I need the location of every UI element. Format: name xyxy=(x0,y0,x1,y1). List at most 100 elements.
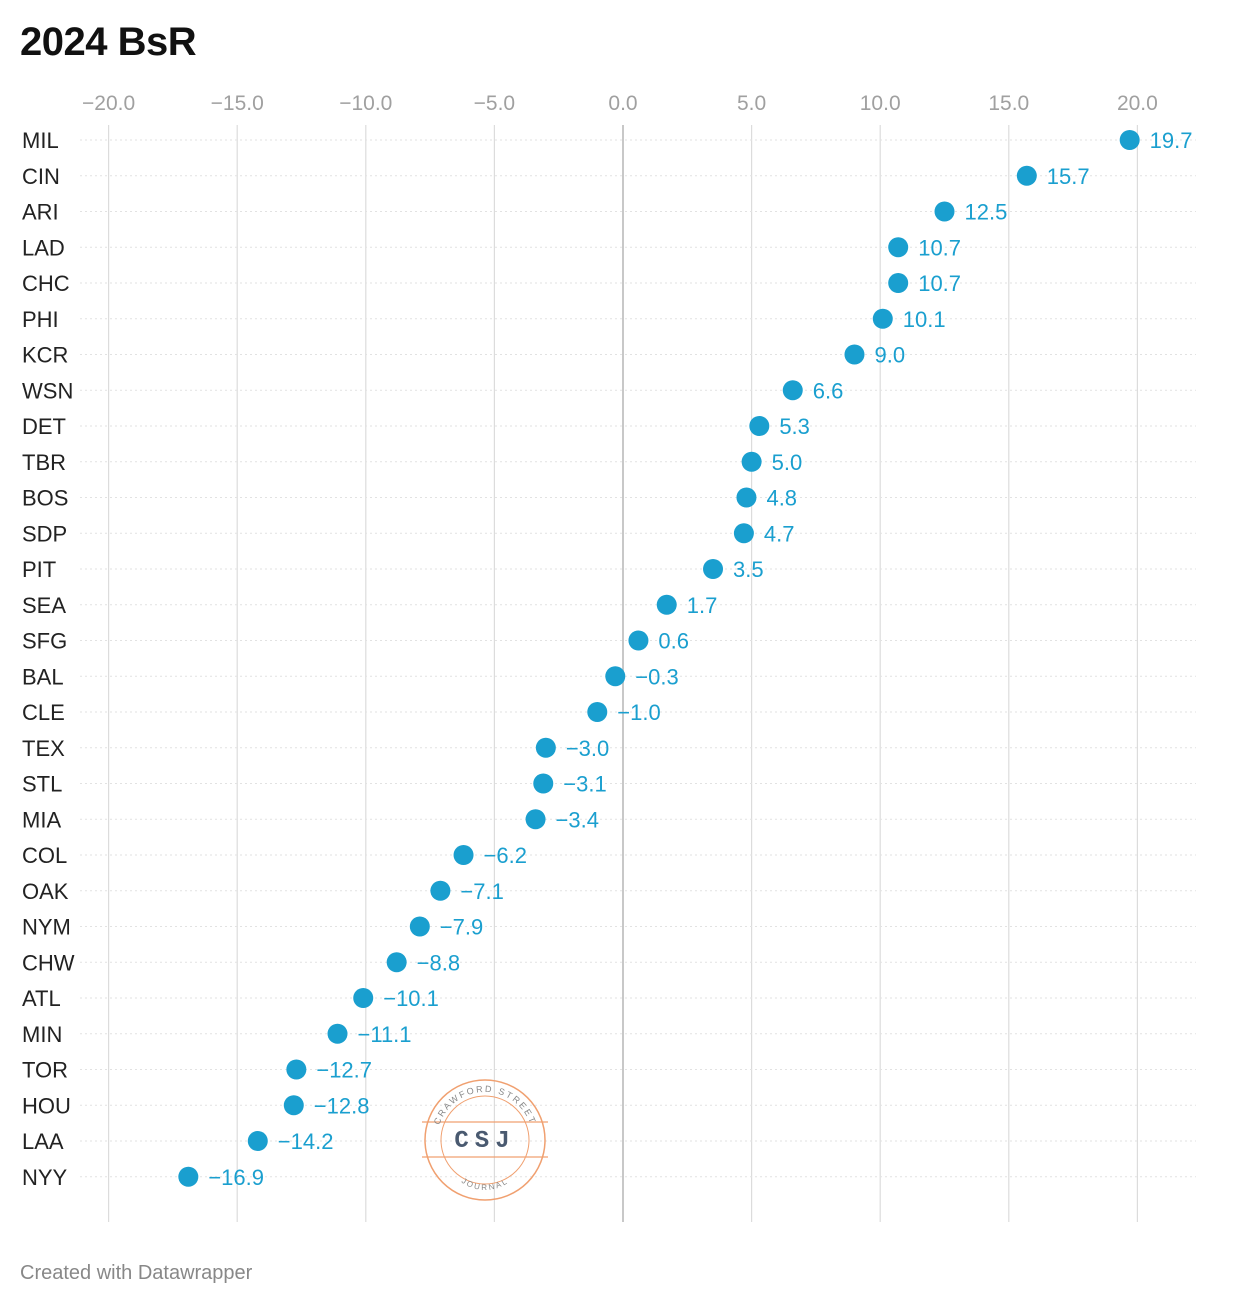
team-label: TOR xyxy=(22,1058,68,1083)
data-label: 5.3 xyxy=(779,414,810,439)
team-label: HOU xyxy=(22,1093,71,1118)
watermark-monogram: CSJ xyxy=(454,1128,515,1155)
row-lines xyxy=(80,139,1196,1178)
data-point xyxy=(888,237,909,258)
data-label: −12.7 xyxy=(316,1058,372,1083)
data-label: −7.9 xyxy=(440,915,483,940)
watermark-arc-bottom: JOURNAL xyxy=(460,1176,510,1192)
data-point xyxy=(386,952,407,973)
team-label: STL xyxy=(22,772,62,797)
data-label: −0.3 xyxy=(635,664,678,689)
data-label: 1.7 xyxy=(687,593,718,618)
data-label: −10.1 xyxy=(383,986,439,1011)
team-label: PIT xyxy=(22,557,56,582)
data-point xyxy=(736,487,757,508)
data-label: −3.1 xyxy=(563,772,606,797)
watermark-inner-ring xyxy=(440,1095,530,1185)
data-label: 4.8 xyxy=(766,486,797,511)
data-label: 5.0 xyxy=(772,450,803,475)
data-point xyxy=(605,666,626,687)
data-point xyxy=(1119,130,1140,150)
data-point xyxy=(844,344,865,365)
data-label: 12.5 xyxy=(965,200,1008,225)
data-label: −12.8 xyxy=(314,1093,370,1118)
team-label: COL xyxy=(22,843,67,868)
value-labels: 19.715.712.510.710.710.19.06.65.35.04.84… xyxy=(208,128,1192,1190)
data-point xyxy=(525,809,546,830)
x-tick-label: 15.0 xyxy=(988,92,1029,115)
data-label: 10.1 xyxy=(903,307,946,332)
data-point xyxy=(888,273,909,293)
team-label: MIL xyxy=(22,128,59,153)
data-point xyxy=(782,380,803,401)
team-label: SDP xyxy=(22,521,67,546)
team-label: PHI xyxy=(22,307,59,332)
data-label: −1.0 xyxy=(617,700,660,725)
data-point xyxy=(327,1023,348,1044)
data-label: −16.9 xyxy=(208,1165,264,1190)
team-label: TBR xyxy=(22,450,66,475)
grid-lines xyxy=(107,125,1139,1222)
watermark-arc-top: CRAWFORD STREET xyxy=(432,1084,538,1126)
data-point xyxy=(733,523,754,544)
team-label: SEA xyxy=(22,593,66,618)
data-label: −8.8 xyxy=(417,950,460,975)
team-label: BAL xyxy=(22,664,64,689)
data-point xyxy=(656,594,677,615)
team-label: LAA xyxy=(22,1129,64,1154)
data-label: 10.7 xyxy=(918,235,961,260)
team-label: LAD xyxy=(22,235,65,260)
data-point xyxy=(628,630,649,651)
team-label: ARI xyxy=(22,200,59,225)
team-label: OAK xyxy=(22,879,69,904)
data-label: 0.6 xyxy=(658,629,689,654)
data-point xyxy=(283,1095,304,1116)
chart-title: 2024 BsR xyxy=(20,20,197,64)
data-point xyxy=(353,988,374,1008)
csj-watermark-logo: CRAWFORD STREET CSJ JOURNAL xyxy=(422,1079,548,1201)
x-tick-label: −20.0 xyxy=(82,92,135,115)
data-label: 3.5 xyxy=(733,557,764,582)
team-label: DET xyxy=(22,414,66,439)
data-point xyxy=(409,916,430,937)
data-label: −6.2 xyxy=(484,843,527,868)
data-label: 6.6 xyxy=(813,378,844,403)
data-point xyxy=(741,451,762,472)
data-points xyxy=(178,130,1140,1187)
team-labels: MIL CIN ARI LAD CHC PHI KCR WSN DET TBR BOS SDP PIT S… xyxy=(22,128,75,1190)
data-point xyxy=(872,308,893,329)
data-point xyxy=(430,880,451,901)
data-point xyxy=(453,845,474,865)
data-point xyxy=(703,559,724,579)
data-point xyxy=(178,1166,199,1187)
data-label: 19.7 xyxy=(1150,128,1193,153)
x-tick-label: −15.0 xyxy=(211,92,264,115)
data-point xyxy=(247,1131,268,1151)
watermark-outer-ring xyxy=(424,1079,546,1201)
data-label: 9.0 xyxy=(874,343,905,368)
data-label: 4.7 xyxy=(764,521,795,546)
data-label: −7.1 xyxy=(460,879,503,904)
team-label: CLE xyxy=(22,700,65,725)
x-tick-label: 0.0 xyxy=(608,92,637,115)
data-label: −14.2 xyxy=(278,1129,334,1154)
team-label: MIN xyxy=(22,1022,62,1047)
team-label: TEX xyxy=(22,736,65,761)
team-label: CIN xyxy=(22,164,60,189)
x-tick-label: −10.0 xyxy=(339,92,392,115)
data-point xyxy=(1016,165,1037,186)
team-label: WSN xyxy=(22,378,73,403)
team-label: BOS xyxy=(22,486,68,511)
data-label: 10.7 xyxy=(918,271,961,296)
data-label: 15.7 xyxy=(1047,164,1090,189)
footer-credit: Created with Datawrapper xyxy=(20,1262,253,1284)
data-label: −3.4 xyxy=(556,807,599,832)
team-label: CHC xyxy=(22,271,70,296)
x-tick-label: 5.0 xyxy=(737,92,766,115)
data-label: −3.0 xyxy=(566,736,609,761)
team-label: MIA xyxy=(22,807,61,832)
data-point xyxy=(533,773,554,794)
data-point xyxy=(749,416,770,436)
x-tick-label: −5.0 xyxy=(474,92,515,115)
